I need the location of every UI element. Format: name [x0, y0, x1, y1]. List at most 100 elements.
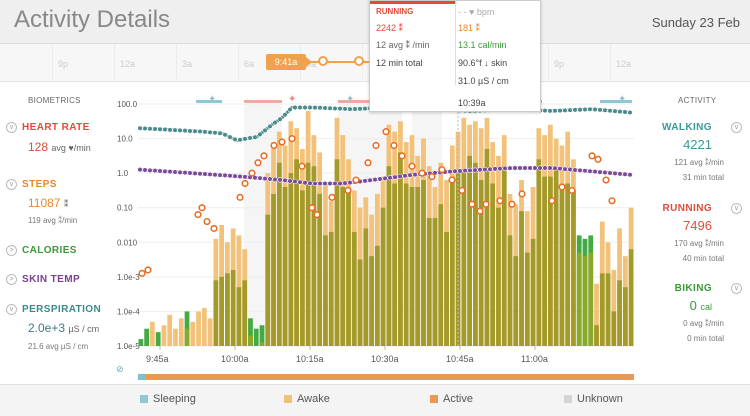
perspiration-point — [317, 105, 323, 111]
skin-temp-point — [332, 180, 338, 187]
biking-value: 0 cal — [690, 298, 712, 313]
perspiration-point — [202, 129, 208, 135]
heart-rate-point — [398, 152, 406, 160]
perspiration-point — [327, 105, 333, 111]
perspiration-point — [272, 120, 278, 126]
heart-rate-point — [508, 200, 516, 208]
heart-rate-unit: avg ♥/min — [51, 143, 91, 153]
biking-toggle-icon[interactable]: v — [731, 283, 742, 294]
skin-temp-point — [377, 176, 383, 182]
walking-toggle-icon[interactable]: v — [731, 122, 742, 133]
perspiration-point — [552, 108, 558, 114]
skin-temp-point — [447, 168, 453, 175]
steps-toggle[interactable]: v STEPS — [6, 179, 57, 190]
heart-rate-point — [482, 200, 490, 208]
skin-temp-point — [492, 166, 498, 172]
legend-swatch — [564, 395, 572, 403]
steps-bar — [461, 169, 467, 346]
steps-bar — [530, 238, 536, 346]
timeline-marker-badge[interactable]: 9:41a — [266, 54, 312, 70]
perspiration-unit: µS / cm — [68, 324, 100, 334]
calories-toggle[interactable]: > CALORIES — [6, 245, 77, 256]
calorie-bar — [155, 332, 161, 346]
skin-temp-point — [622, 171, 628, 177]
skin-temp-point — [537, 165, 543, 171]
heart-rate-point — [270, 141, 278, 150]
perspiration-point — [582, 106, 588, 113]
x-tick-label: 11:00a — [521, 354, 548, 364]
x-tick-label: 10:30a — [371, 354, 399, 364]
running-toggle-icon[interactable]: v — [731, 203, 742, 214]
steps-bar — [519, 211, 524, 346]
timeline-handle-mid[interactable] — [354, 56, 364, 66]
timeline-tick — [610, 44, 611, 82]
skin-temp-point — [187, 170, 193, 176]
calorie-bar — [138, 339, 144, 346]
perspiration-point — [597, 107, 603, 113]
heart-rate-point — [548, 197, 556, 205]
perspiration-point — [232, 136, 238, 142]
skin-temp-point — [372, 177, 378, 183]
steps-bar — [524, 252, 530, 346]
perspiration-point — [547, 108, 553, 114]
zoom-icon[interactable]: ⊘ — [116, 364, 124, 374]
heart-rate-point — [328, 193, 336, 201]
skin-temp-point — [522, 165, 528, 171]
skin-temp-point — [467, 167, 473, 173]
timeline-label: 12a — [120, 59, 136, 69]
steps-bar — [513, 256, 519, 346]
perspiration-toggle[interactable]: v PERSPIRATION — [6, 304, 101, 315]
activity-person-icon: ✦ — [288, 94, 296, 105]
chevron-right-icon: > — [6, 274, 17, 285]
legend-item-unknown: Unknown — [564, 393, 623, 405]
steps-bar — [282, 186, 288, 346]
x-tick-label: 10:00a — [221, 354, 249, 364]
skin-temp-toggle[interactable]: > SKIN TEMP — [6, 274, 80, 285]
skin-temp-point — [197, 171, 203, 177]
skin-temp-point — [472, 167, 478, 173]
steps-bar — [547, 176, 553, 346]
heart-rate-point — [382, 128, 390, 136]
skin-temp-point — [277, 177, 283, 183]
tooltip-skin: 90.6°f ↓ skin — [458, 58, 508, 68]
steps-bar — [242, 280, 248, 346]
perspiration-point — [262, 127, 268, 133]
perspiration-point — [252, 134, 258, 140]
skin-temp-point — [397, 173, 403, 180]
steps-bar — [351, 231, 357, 346]
perspiration-point — [612, 108, 618, 114]
steps-bar — [259, 342, 265, 346]
tooltip-color-bar — [370, 1, 455, 4]
skin-temp-point — [217, 172, 223, 178]
activity-person-icon: ✦ — [346, 94, 354, 105]
heart-rate-point — [390, 141, 398, 150]
steps-bar — [340, 186, 346, 346]
steps-bar — [317, 193, 323, 346]
heart-rate-point — [194, 211, 202, 219]
skin-temp-point — [252, 175, 258, 181]
heart-rate-point — [468, 200, 476, 208]
chevron-down-icon: v — [6, 122, 17, 133]
skin-temp-point — [282, 177, 288, 184]
skin-temp-point — [462, 168, 468, 174]
timeline-handle-start[interactable] — [318, 56, 328, 66]
heart-rate-point — [298, 162, 306, 170]
heart-rate-toggle[interactable]: v HEART RATE — [6, 122, 90, 133]
steps-bar — [426, 218, 432, 346]
heart-rate-point — [438, 166, 446, 174]
steps-bar — [444, 231, 449, 346]
skin-temp-point — [552, 165, 558, 171]
skin-temp-point — [147, 167, 153, 173]
perspiration-point — [562, 107, 568, 113]
perspiration-point — [337, 106, 343, 112]
skin-temp-point — [627, 172, 633, 178]
biometrics-heading: BIOMETRICS — [28, 96, 81, 105]
perspiration-point — [362, 106, 368, 112]
skin-temp-point — [617, 171, 623, 177]
activity-chart[interactable]: 100.0 10.0 1.0 0.10 0.010 1.0e-3 1.0e-4 1.0e-5 9… — [112, 90, 638, 370]
perspiration-point — [557, 107, 563, 114]
skin-temp-point — [272, 176, 278, 183]
steps-bar — [553, 169, 559, 346]
skin-temp-point — [262, 175, 268, 182]
skin-temp-point — [527, 165, 533, 171]
